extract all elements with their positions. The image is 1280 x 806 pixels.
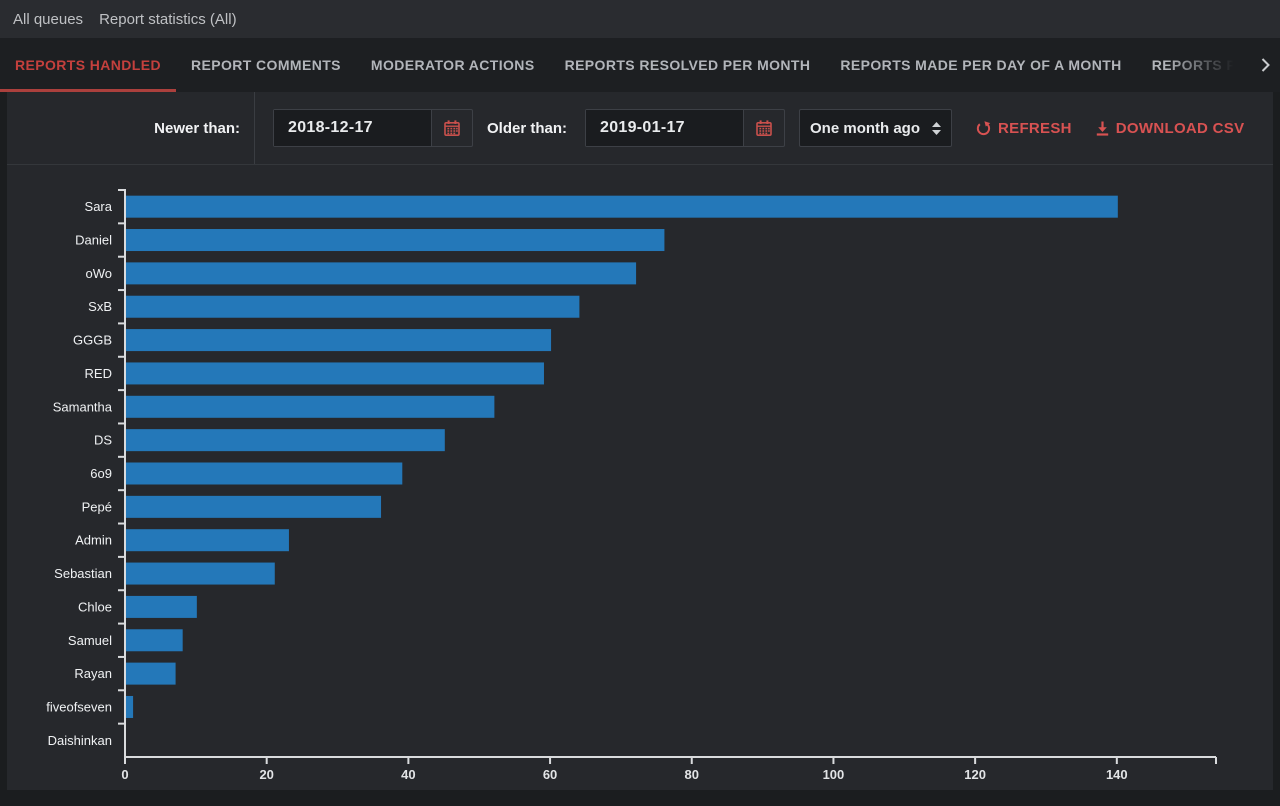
chart-bar xyxy=(126,429,445,452)
chart-bar xyxy=(126,562,275,585)
tab-label: REPORTS PER xyxy=(1151,57,1257,73)
newer-than-label-cell: Newer than: xyxy=(7,92,255,164)
chart-bar xyxy=(126,262,637,285)
chart-bar-label: 6o9 xyxy=(90,466,112,481)
calendar-icon xyxy=(444,120,460,136)
chart-bar xyxy=(126,695,134,718)
chart-bar xyxy=(126,329,552,352)
tab-report-comments[interactable]: REPORT COMMENTS xyxy=(176,38,356,92)
tabs-overflow-button[interactable] xyxy=(1257,38,1274,92)
tab-reports-handled[interactable]: REPORTS HANDLED xyxy=(0,38,176,92)
chart-bar xyxy=(126,229,665,252)
tab-label: MODERATOR ACTIONS xyxy=(370,57,535,73)
chart-bar-label: Chloe xyxy=(78,599,112,614)
chart-bar xyxy=(126,662,176,685)
x-tick-label: 0 xyxy=(121,767,128,782)
tab-bar-tabs: REPORTS HANDLED REPORT COMMENTS MODERATOR … xyxy=(0,38,1271,92)
chart-bar xyxy=(126,595,197,618)
chart-bar-label: Samantha xyxy=(53,399,113,414)
chart-bar xyxy=(126,529,289,552)
chart-bar-label: GGGB xyxy=(73,333,112,348)
newer-than-input-group xyxy=(273,109,473,147)
x-tick-label: 140 xyxy=(1106,767,1128,782)
chart-bar-label: Daniel xyxy=(75,233,112,248)
x-tick-label: 20 xyxy=(259,767,273,782)
chart-bar-label: fiveofseven xyxy=(46,699,112,714)
filter-bar: Newer than: Older than: xyxy=(7,92,1273,165)
calendar-icon xyxy=(756,120,772,136)
chart-bar-label: oWo xyxy=(86,266,113,281)
newer-than-input[interactable] xyxy=(274,110,432,146)
chart-bar xyxy=(126,462,403,485)
refresh-icon xyxy=(976,120,991,135)
tab-label: REPORTS MADE PER DAY OF A MONTH xyxy=(840,57,1122,73)
chart-bar xyxy=(126,495,382,518)
chart-bar xyxy=(126,362,544,385)
chart-bar xyxy=(126,629,183,652)
date-range-selected-value: One month ago xyxy=(810,119,921,137)
older-than-label: Older than: xyxy=(487,119,568,137)
chart-bar-label: DS xyxy=(94,433,112,448)
older-than-input[interactable] xyxy=(586,110,745,146)
chart-bar-label: Samuel xyxy=(68,633,112,648)
download-csv-button[interactable]: DOWNLOAD CSV xyxy=(1096,120,1245,137)
tab-label: REPORT COMMENTS xyxy=(191,57,341,73)
date-range-select[interactable]: One month ago xyxy=(799,109,953,147)
chart-bar-label: Daishinkan xyxy=(48,733,112,748)
tab-label: REPORTS HANDLED xyxy=(15,57,162,73)
bar-chart-canvas: Sara Daniel oWo SxB GGGB RED Samantha DS 6o9 Pepé… xyxy=(46,189,1217,782)
x-tick-label: 100 xyxy=(823,767,845,782)
up-down-arrows-icon xyxy=(932,121,942,135)
chart-bar xyxy=(126,295,580,318)
refresh-label: REFRESH xyxy=(998,119,1072,137)
chart-bar xyxy=(126,195,1118,218)
chart-bar-label: RED xyxy=(85,366,112,381)
refresh-button[interactable]: REFRESH xyxy=(976,120,1072,137)
breadcrumb: All queues Report statistics (All) xyxy=(0,0,1280,38)
tab-reports-made-per-day-of-a-month[interactable]: REPORTS MADE PER DAY OF A MONTH xyxy=(825,38,1136,92)
chevron-right-icon xyxy=(1261,58,1270,72)
tab-reports-resolved-per-month[interactable]: REPORTS RESOLVED PER MONTH xyxy=(550,38,826,92)
tab-label: REPORTS RESOLVED PER MONTH xyxy=(564,57,811,73)
x-tick-label: 40 xyxy=(401,767,415,782)
reports-handled-chart: Sara Daniel oWo SxB GGGB RED Samantha DS 6o9 Pepé… xyxy=(7,165,1273,789)
older-than-input-group xyxy=(585,109,786,147)
chart-bar-label: Admin xyxy=(75,533,112,548)
chart-bar-label: Sebastian xyxy=(54,566,112,581)
tab-bar: REPORTS HANDLED REPORT COMMENTS MODERATOR … xyxy=(0,38,1280,92)
breadcrumb-item-report-statistics[interactable]: Report statistics (All) xyxy=(99,10,237,28)
chart-bar-label: Sara xyxy=(85,199,113,214)
report-statistics-panel: Newer than: Older than: xyxy=(7,92,1273,790)
x-tick-label: 60 xyxy=(543,767,557,782)
tab-reports-per[interactable]: REPORTS PER xyxy=(1137,38,1272,92)
x-tick-label: 120 xyxy=(964,767,986,782)
tab-moderator-actions[interactable]: MODERATOR ACTIONS xyxy=(356,38,550,92)
newer-than-calendar-button[interactable] xyxy=(432,110,472,146)
x-tick-label: 80 xyxy=(685,767,699,782)
download-icon xyxy=(1096,121,1108,136)
chart-bar-label: SxB xyxy=(88,299,112,314)
chart-bar-label: Pepé xyxy=(82,499,112,514)
newer-than-label: Newer than: xyxy=(154,119,240,137)
breadcrumb-item-all-queues[interactable]: All queues xyxy=(13,10,84,28)
chart-bar xyxy=(126,395,495,418)
older-than-calendar-button[interactable] xyxy=(744,110,784,146)
download-csv-label: DOWNLOAD CSV xyxy=(1115,119,1245,137)
chart-bar-label: Rayan xyxy=(74,666,112,681)
